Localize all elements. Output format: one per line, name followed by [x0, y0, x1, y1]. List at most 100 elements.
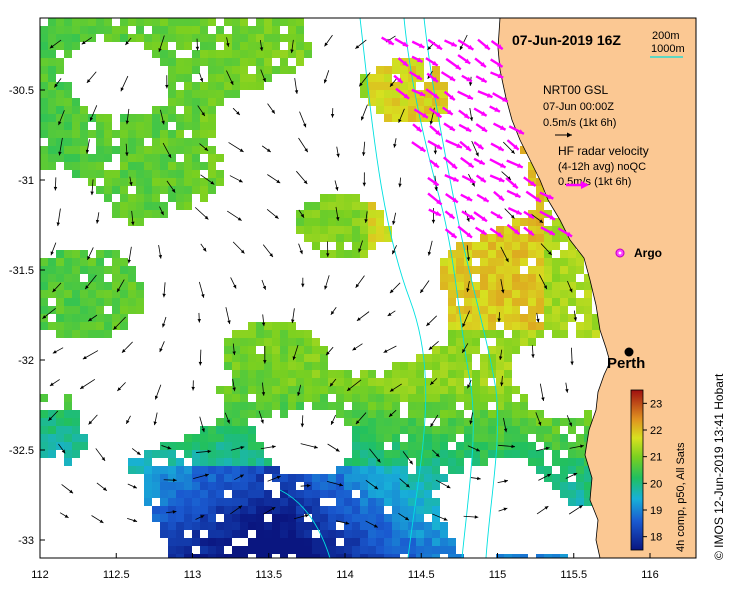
sst-cell: [456, 466, 464, 474]
sst-cell: [120, 122, 128, 130]
y-axis-ticks: -30.5-31-31.5-32-32.5-33: [9, 85, 45, 547]
sst-cell: [464, 386, 472, 394]
sst-cell: [328, 490, 336, 498]
sst-cell: [392, 530, 400, 538]
sst-cell: [88, 314, 96, 322]
sst-cell: [512, 434, 520, 442]
sst-cell: [160, 26, 168, 34]
sst-cell: [208, 434, 216, 442]
sst-cell: [440, 546, 448, 554]
hf-arrow: [457, 39, 475, 51]
gsl-arrow: [263, 506, 276, 515]
sst-cell: [392, 546, 400, 554]
sst-cell: [80, 250, 88, 258]
sst-cell: [192, 66, 200, 74]
sst-cell: [80, 330, 88, 338]
sst-cell: [448, 394, 456, 402]
sst-cell: [560, 554, 568, 558]
sst-cell: [568, 498, 576, 506]
sst-cell: [480, 306, 488, 314]
sst-cell: [136, 114, 144, 122]
hf-arrow: [397, 57, 409, 67]
sst-cell: [200, 98, 208, 106]
gsl-arrow: [228, 142, 244, 153]
sst-cell: [184, 178, 192, 186]
sst-cell: [88, 290, 96, 298]
sst-cell: [360, 466, 368, 474]
sst-cell: [192, 554, 200, 558]
sst-cell: [432, 402, 440, 410]
sst-cell: [120, 322, 128, 330]
sst-cell: [192, 498, 200, 506]
sst-cell: [112, 282, 120, 290]
sst-cell: [432, 458, 440, 466]
sst-cell: [480, 266, 488, 274]
sst-cell: [320, 250, 328, 258]
sst-cell: [200, 18, 208, 26]
sst-cell: [64, 418, 72, 426]
sst-cell: [576, 330, 584, 338]
sst-cell: [320, 394, 328, 402]
sst-cell: [520, 426, 528, 434]
sst-cell: [368, 450, 376, 458]
sst-cell: [168, 90, 176, 98]
sst-cell: [544, 282, 552, 290]
sst-cell: [584, 282, 592, 290]
sst-cell: [576, 490, 584, 498]
sst-cell: [536, 250, 544, 258]
sst-cell: [40, 106, 48, 114]
sst-cell: [136, 282, 144, 290]
sst-cell: [584, 474, 592, 482]
sst-cell: [104, 154, 112, 162]
sst-cell: [64, 106, 72, 114]
sst-cell: [456, 338, 464, 346]
sst-cell: [528, 418, 536, 426]
sst-cell: [304, 394, 312, 402]
sst-cell: [208, 170, 216, 178]
sst-cell: [360, 386, 368, 394]
sst-cell: [304, 490, 312, 498]
hf-arrow: [427, 176, 440, 187]
sst-cell: [328, 402, 336, 410]
sst-cell: [248, 322, 256, 330]
sst-cell: [232, 58, 240, 66]
sst-cell: [424, 378, 432, 386]
sst-cell: [432, 538, 440, 546]
sst-cell: [368, 522, 376, 530]
sst-cell: [256, 498, 264, 506]
sst-cell: [104, 250, 112, 258]
gsl-arrow: [462, 310, 470, 328]
gsl-arrow: [364, 211, 368, 223]
sst-cell: [544, 554, 552, 558]
sst-cell: [512, 386, 520, 394]
sst-cell: [264, 74, 272, 82]
sst-cell: [480, 442, 488, 450]
sst-cell: [312, 346, 320, 354]
sst-cell: [200, 482, 208, 490]
sst-cell: [552, 314, 560, 322]
gsl-arrow: [531, 345, 535, 358]
sst-cell: [360, 82, 368, 90]
sst-cell: [248, 42, 256, 50]
sst-cell: [304, 370, 312, 378]
sst-cell: [392, 90, 400, 98]
sst-cell: [288, 482, 296, 490]
sst-cell: [376, 66, 384, 74]
sst-cell: [336, 506, 344, 514]
sst-cell: [192, 530, 200, 538]
sst-cell: [208, 66, 216, 74]
sst-cell: [328, 546, 336, 554]
sst-cell: [424, 394, 432, 402]
sst-cell: [264, 42, 272, 50]
sst-cell: [488, 250, 496, 258]
gsl-arrow: [82, 350, 99, 360]
sst-cell: [72, 314, 80, 322]
sst-cell: [408, 90, 416, 98]
sst-cell: [256, 474, 264, 482]
sst-cell: [200, 114, 208, 122]
sst-cell: [360, 522, 368, 530]
sst-cell: [56, 154, 64, 162]
sst-cell: [136, 138, 144, 146]
sst-cell: [208, 162, 216, 170]
